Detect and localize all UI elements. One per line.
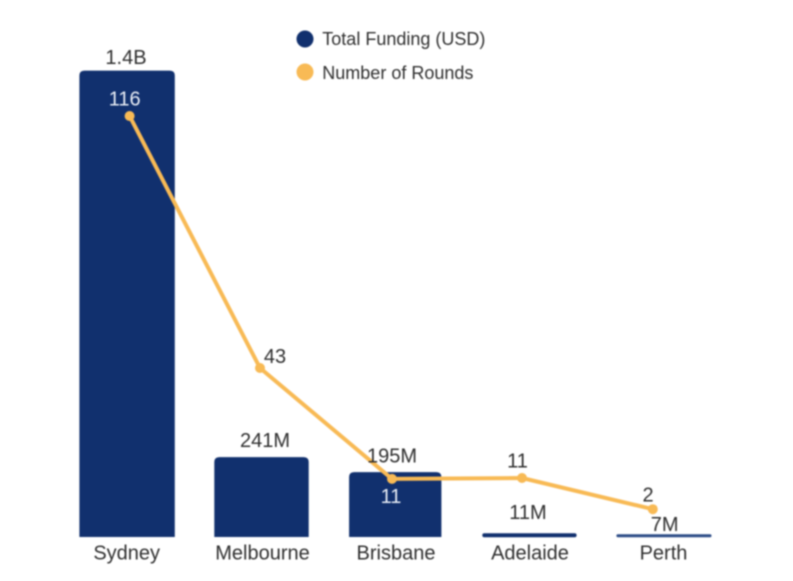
svg-text:Brisbane: Brisbane <box>357 543 436 565</box>
svg-text:2: 2 <box>642 484 653 506</box>
svg-text:11: 11 <box>381 486 402 508</box>
svg-text:241M: 241M <box>240 430 290 452</box>
svg-text:7M: 7M <box>651 514 679 536</box>
svg-text:43: 43 <box>264 346 286 368</box>
svg-text:1.4B: 1.4B <box>105 47 146 69</box>
svg-text:Melbourne: Melbourne <box>215 543 310 565</box>
svg-text:Adelaide: Adelaide <box>491 543 569 565</box>
svg-text:Total Funding (USD): Total Funding (USD) <box>322 29 485 49</box>
svg-text:Perth: Perth <box>640 543 688 565</box>
svg-text:11M: 11M <box>509 502 546 524</box>
svg-text:195M: 195M <box>367 446 417 468</box>
svg-text:11: 11 <box>507 451 528 473</box>
svg-text:Sydney: Sydney <box>93 543 160 565</box>
svg-text:116: 116 <box>109 89 141 111</box>
svg-text:Number of Rounds: Number of Rounds <box>322 63 473 83</box>
